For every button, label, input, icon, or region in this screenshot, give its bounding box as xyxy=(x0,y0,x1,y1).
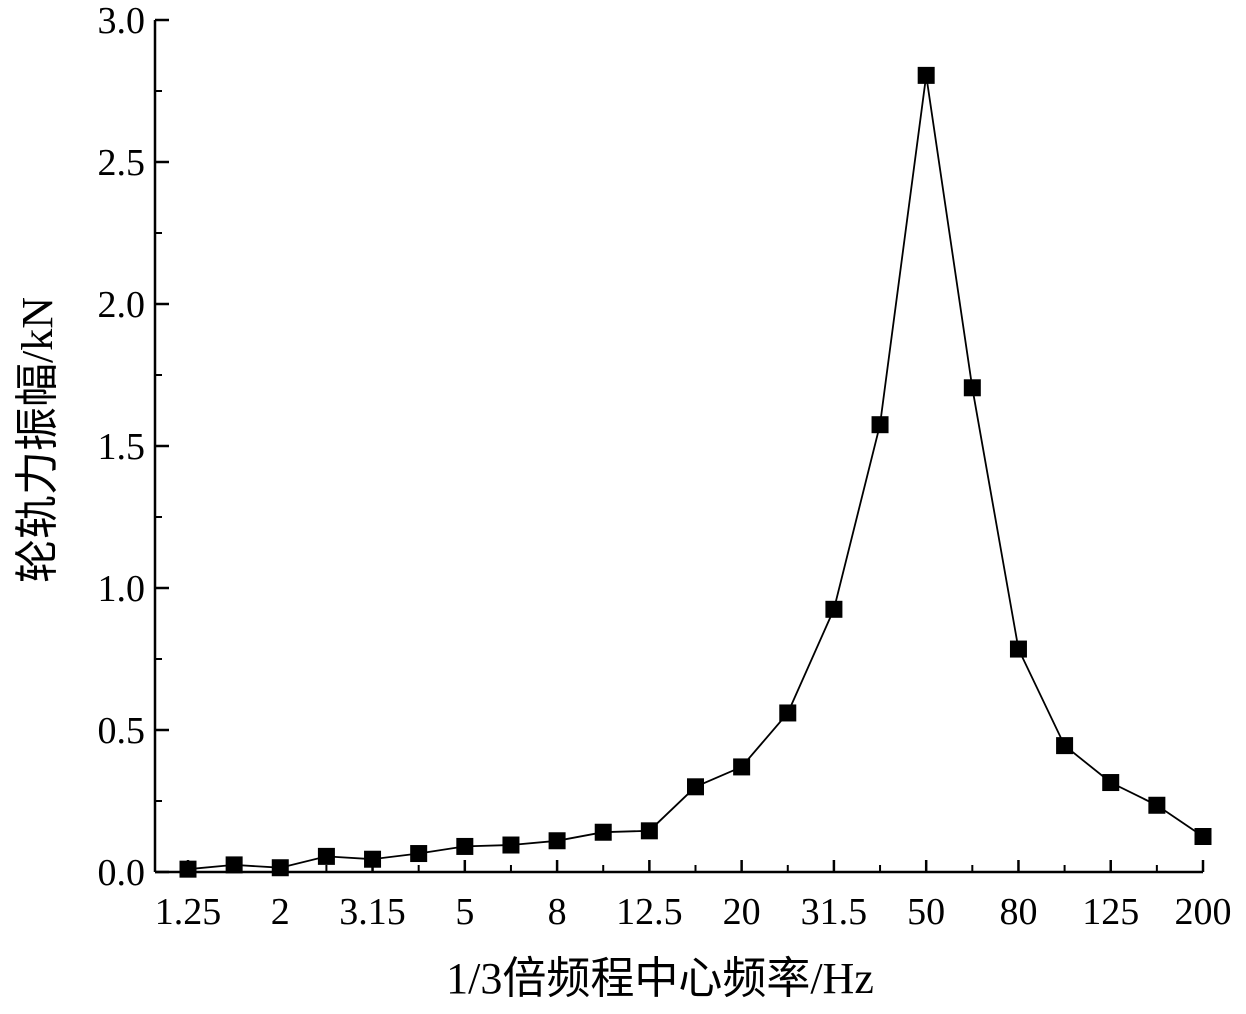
data-point-marker xyxy=(871,416,889,434)
data-point-marker xyxy=(225,856,243,874)
x-axis-ticks: 1.25 2 3.15 5 8 12.5 20 31.5 50 80 125 200 xyxy=(155,860,1232,933)
x-tick-label: 1.25 xyxy=(155,891,222,933)
data-point-marker xyxy=(271,859,289,877)
series-line xyxy=(187,75,1204,871)
data-point-marker xyxy=(640,822,658,840)
x-tick-label: 125 xyxy=(1082,891,1139,933)
y-tick-label: 0.0 xyxy=(98,852,146,894)
x-tick-label: 5 xyxy=(455,891,474,933)
y-axis-ticks: 0.0 0.5 1.0 1.5 2.0 2.5 3.0 xyxy=(98,0,169,894)
data-point-marker xyxy=(410,845,428,863)
y-tick-label: 1.5 xyxy=(98,426,146,468)
x-tick-label: 50 xyxy=(907,891,945,933)
data-point-marker xyxy=(1102,774,1120,792)
data-point-marker xyxy=(825,600,843,618)
y-tick-label: 2.5 xyxy=(98,142,146,184)
x-tick-label: 12.5 xyxy=(616,891,683,933)
series-markers xyxy=(179,66,1212,878)
x-tick-label: 80 xyxy=(999,891,1037,933)
data-point-marker xyxy=(1148,796,1166,814)
y-tick-label: 3.0 xyxy=(98,0,146,42)
y-tick-label: 1.0 xyxy=(98,568,146,610)
x-tick-label: 200 xyxy=(1175,891,1232,933)
data-point-marker xyxy=(1194,828,1212,845)
x-tick-label: 31.5 xyxy=(801,891,868,933)
data-point-marker xyxy=(364,850,382,868)
x-axis-title: 1/3倍频程中心频率/Hz xyxy=(446,954,874,1003)
y-tick-label: 2.0 xyxy=(98,284,146,326)
data-point-marker xyxy=(548,832,566,850)
data-point-marker xyxy=(1056,737,1074,755)
data-point-marker xyxy=(733,758,751,776)
data-point-marker xyxy=(779,704,797,722)
data-point-marker xyxy=(594,823,612,841)
data-point-marker xyxy=(963,379,981,397)
data-point-marker xyxy=(917,66,935,84)
y-tick-label: 0.5 xyxy=(98,710,146,752)
data-point-marker xyxy=(687,778,704,796)
data-point-marker xyxy=(456,837,474,855)
data-point-marker xyxy=(502,836,520,854)
x-tick-label: 20 xyxy=(723,891,761,933)
data-point-marker xyxy=(317,847,335,865)
x-tick-label: 2 xyxy=(271,891,290,933)
x-tick-label: 3.15 xyxy=(339,891,406,933)
y-axis-title: 轮轨力振幅/kN xyxy=(13,297,62,583)
x-tick-label: 8 xyxy=(548,891,567,933)
data-point-marker xyxy=(1009,640,1027,658)
data-point-marker xyxy=(179,860,197,878)
